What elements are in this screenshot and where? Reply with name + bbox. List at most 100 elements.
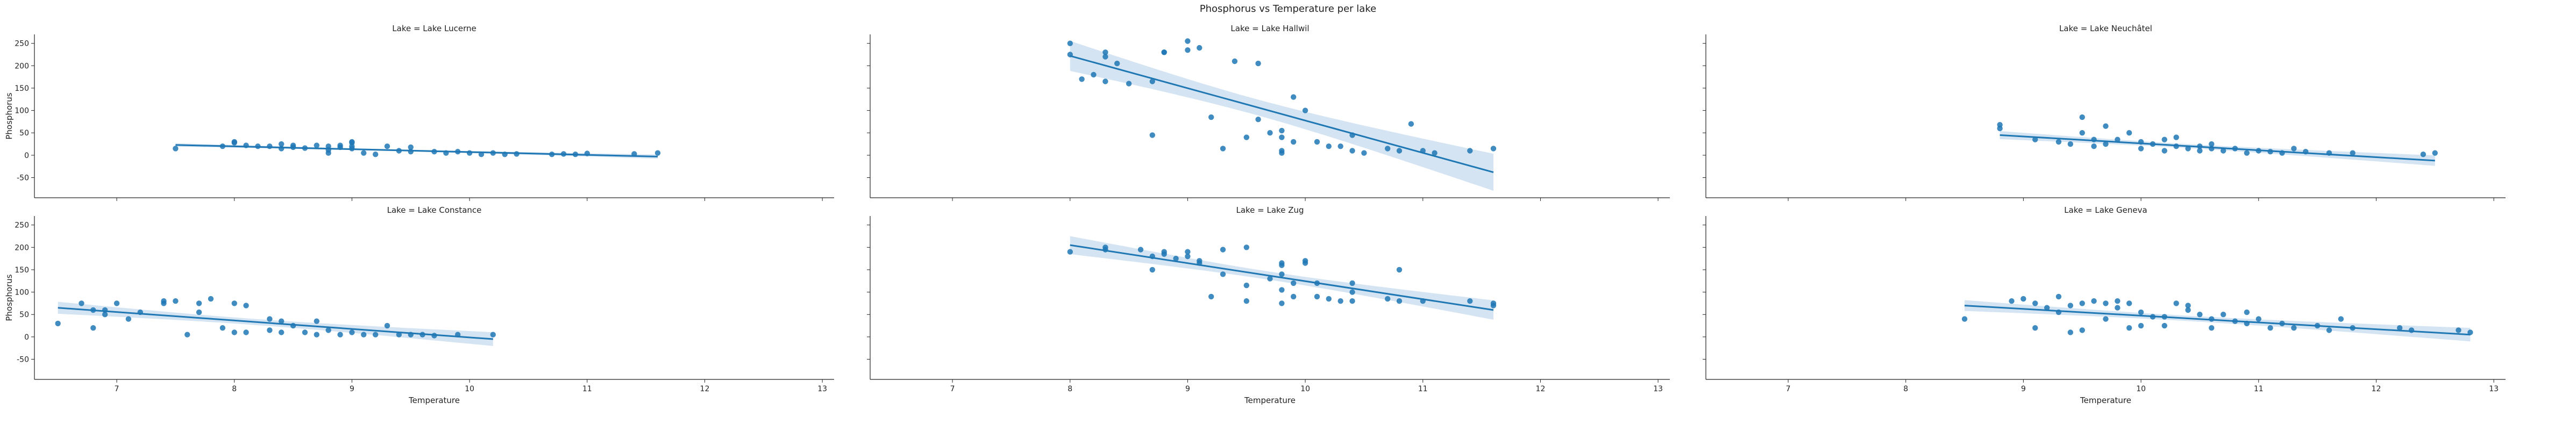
x-tick-label: 13 <box>817 385 827 393</box>
regression-line <box>1070 244 1494 311</box>
data-point <box>314 142 319 148</box>
data-point <box>408 149 414 155</box>
data-point <box>219 325 226 331</box>
data-point <box>2221 312 2226 318</box>
data-point <box>102 312 108 318</box>
data-point <box>1243 245 1249 250</box>
data-point <box>2173 300 2179 306</box>
data-point <box>1161 49 1167 55</box>
confidence-band <box>1070 41 1493 191</box>
data-point <box>1467 298 1473 304</box>
data-point <box>2079 130 2085 136</box>
data-point <box>1279 262 1285 268</box>
data-point <box>267 316 273 322</box>
data-point <box>2067 329 2074 335</box>
data-point <box>1126 81 1132 87</box>
data-point <box>1314 293 1320 300</box>
y-tick-label: 100 <box>15 289 29 297</box>
y-tick-label: -50 <box>17 356 29 364</box>
data-point <box>1114 60 1120 67</box>
data-point <box>1243 134 1249 140</box>
data-point <box>654 150 661 156</box>
data-point <box>2009 298 2015 304</box>
data-point <box>2173 134 2179 140</box>
data-point <box>1490 303 1497 308</box>
data-point <box>2267 325 2273 331</box>
data-point <box>2126 130 2132 136</box>
data-point <box>1337 143 1343 149</box>
data-point <box>79 300 84 306</box>
data-point <box>1302 258 1308 264</box>
data-point <box>1396 267 1403 273</box>
data-point <box>1220 271 1226 277</box>
x-tick-label: 12 <box>2372 385 2381 393</box>
data-point <box>2032 136 2038 142</box>
data-point <box>2432 150 2438 156</box>
data-point <box>2079 327 2085 333</box>
data-point <box>1067 249 1073 255</box>
data-point <box>196 300 202 306</box>
data-point <box>2067 141 2074 147</box>
x-tick-label: 9 <box>2021 385 2026 393</box>
x-tick-label: 10 <box>465 385 474 393</box>
data-point <box>1149 78 1155 84</box>
x-tick-label: 13 <box>2489 385 2499 393</box>
data-point <box>2032 300 2038 306</box>
facet-lake-geneva: Lake = Lake Geneva 7 8 9 10 11 12 13 Temperature <box>1703 205 2506 405</box>
data-point <box>1185 249 1191 255</box>
x-tick-label: 8 <box>1903 385 1908 393</box>
data-point <box>1185 47 1191 53</box>
data-point <box>1267 276 1273 282</box>
data-point <box>2103 316 2109 322</box>
data-point <box>1326 296 1332 302</box>
x-tick-label: 11 <box>582 385 592 393</box>
data-point <box>1279 271 1285 277</box>
data-point <box>2197 312 2203 318</box>
facet-title: Lake = Lake Lucerne <box>392 24 476 33</box>
data-point <box>2103 123 2109 129</box>
data-point <box>231 329 237 335</box>
data-point <box>1197 45 1202 51</box>
data-point <box>1432 150 1438 156</box>
data-point <box>2032 325 2038 331</box>
facet-grid: Lake = Lake Lucerne-50050100150200250Pho… <box>4 24 2506 405</box>
data-point <box>325 327 331 333</box>
facet-lake-hallwil: Lake = Lake Hallwil <box>867 24 1670 201</box>
data-point <box>349 329 355 335</box>
data-point <box>2338 316 2344 322</box>
data-point <box>384 143 390 149</box>
data-point <box>208 296 214 302</box>
data-point <box>1091 71 1097 78</box>
data-point <box>1396 148 1403 154</box>
data-point <box>1079 76 1085 82</box>
y-tick-label: 50 <box>19 129 29 138</box>
data-point <box>314 332 319 337</box>
regression-line <box>175 144 658 157</box>
data-point <box>337 142 343 148</box>
data-point <box>361 332 367 337</box>
y-tick-label: 250 <box>15 221 29 230</box>
x-tick-label: 11 <box>2254 385 2264 393</box>
data-point <box>1102 54 1108 60</box>
data-point <box>267 327 273 333</box>
y-tick-label: 150 <box>15 84 29 93</box>
data-point <box>2115 298 2120 304</box>
data-point <box>1279 134 1285 140</box>
data-point <box>1349 289 1355 295</box>
data-point <box>2091 298 2097 304</box>
data-point <box>1291 293 1297 300</box>
data-point <box>2079 300 2085 306</box>
data-point <box>2055 293 2062 300</box>
data-point <box>173 146 179 152</box>
data-point <box>325 143 331 149</box>
facet-title: Lake = Lake Zug <box>1236 205 1304 215</box>
data-point <box>1314 139 1320 145</box>
data-point <box>196 309 202 315</box>
data-point <box>373 332 379 337</box>
facet-lake-lucerne: Lake = Lake Lucerne -50 0 50 100 150 200 250 Pho… <box>4 24 834 201</box>
data-point <box>2185 307 2191 313</box>
data-point <box>361 150 367 156</box>
data-point <box>1385 146 1391 152</box>
data-point <box>1349 280 1355 286</box>
